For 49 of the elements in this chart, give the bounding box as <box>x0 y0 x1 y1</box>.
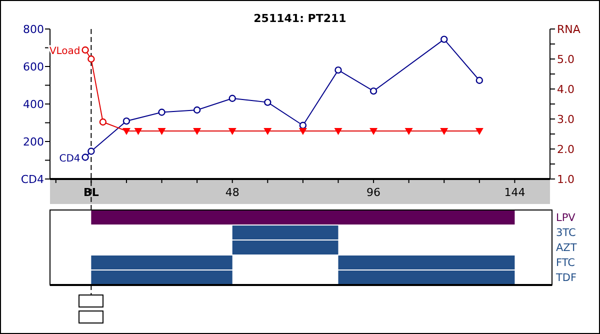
point <box>122 128 130 135</box>
series-label: CD4 <box>59 153 80 164</box>
y-tick-label: FTC <box>556 257 575 269</box>
y-tick-label: TDF <box>555 272 577 284</box>
point <box>158 108 166 116</box>
x-tick-label: 96 <box>366 186 381 199</box>
point <box>404 128 413 135</box>
y2-tick-label: RNA <box>557 23 581 36</box>
y2-tick-label: 3.0 <box>557 113 574 126</box>
y-tick-label: AZT <box>556 242 578 254</box>
point <box>88 55 95 63</box>
point <box>476 76 484 84</box>
y2-tick-label: 4.0 <box>557 83 574 96</box>
point <box>193 128 202 135</box>
point <box>99 118 107 126</box>
point <box>334 66 342 74</box>
point <box>122 117 130 125</box>
y-tick-label: 200 <box>23 136 44 148</box>
point <box>228 94 236 102</box>
point <box>264 98 272 106</box>
x-tick-label: 144 <box>504 186 526 199</box>
y-tick-label: 3TC <box>556 227 576 239</box>
point <box>370 128 378 135</box>
x-tick-label: 48 <box>225 186 240 199</box>
point <box>264 128 272 135</box>
y-tick-label: LPV <box>556 212 576 224</box>
y2-tick-label: 2.0 <box>557 143 574 156</box>
point <box>475 128 484 135</box>
point <box>370 87 378 95</box>
y2-tick-label: 5.0 <box>557 53 574 66</box>
point <box>82 46 89 54</box>
point <box>193 106 201 114</box>
y-tick-label: CD4 <box>20 173 44 186</box>
chart-title: 251141: PT211 <box>254 12 346 25</box>
y-tick-label: 800 <box>23 23 44 36</box>
point <box>440 128 448 135</box>
point <box>334 128 342 135</box>
y-tick-label: 600 <box>23 60 44 74</box>
point <box>88 148 95 155</box>
point <box>158 128 166 135</box>
y-tick-label: 400 <box>23 98 44 111</box>
x-tick-label: BL <box>83 186 99 199</box>
point <box>82 154 89 161</box>
point <box>228 128 236 135</box>
point <box>134 128 142 135</box>
point <box>299 122 307 129</box>
point <box>298 128 307 135</box>
y2-tick-label: 1.0 <box>557 173 574 186</box>
point <box>440 36 448 43</box>
